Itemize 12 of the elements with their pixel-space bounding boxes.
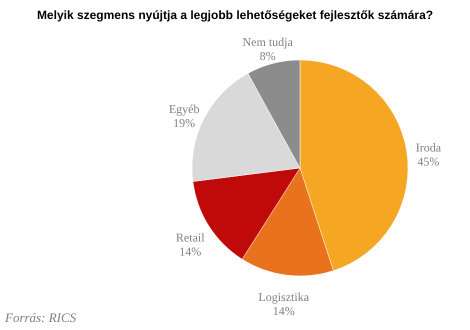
data-label: 19% [173,116,196,130]
data-label: 45% [417,154,440,169]
chart-title: Melyik szegmens nyújtja a legjobb lehetőségeket fejlesztők számára? [36,8,434,22]
slice-label: Iroda [416,140,442,155]
text: Forrás: RICS [4,310,77,325]
slice-label: Egyéb [168,102,200,116]
data-label: 14% [179,244,202,259]
data-label: 14% [272,304,295,318]
slice-label: Retail [176,230,206,245]
slice-label: Nem tudja [242,35,294,50]
slice-label: Logisztika [258,290,310,304]
data-label: 8% [260,49,276,64]
